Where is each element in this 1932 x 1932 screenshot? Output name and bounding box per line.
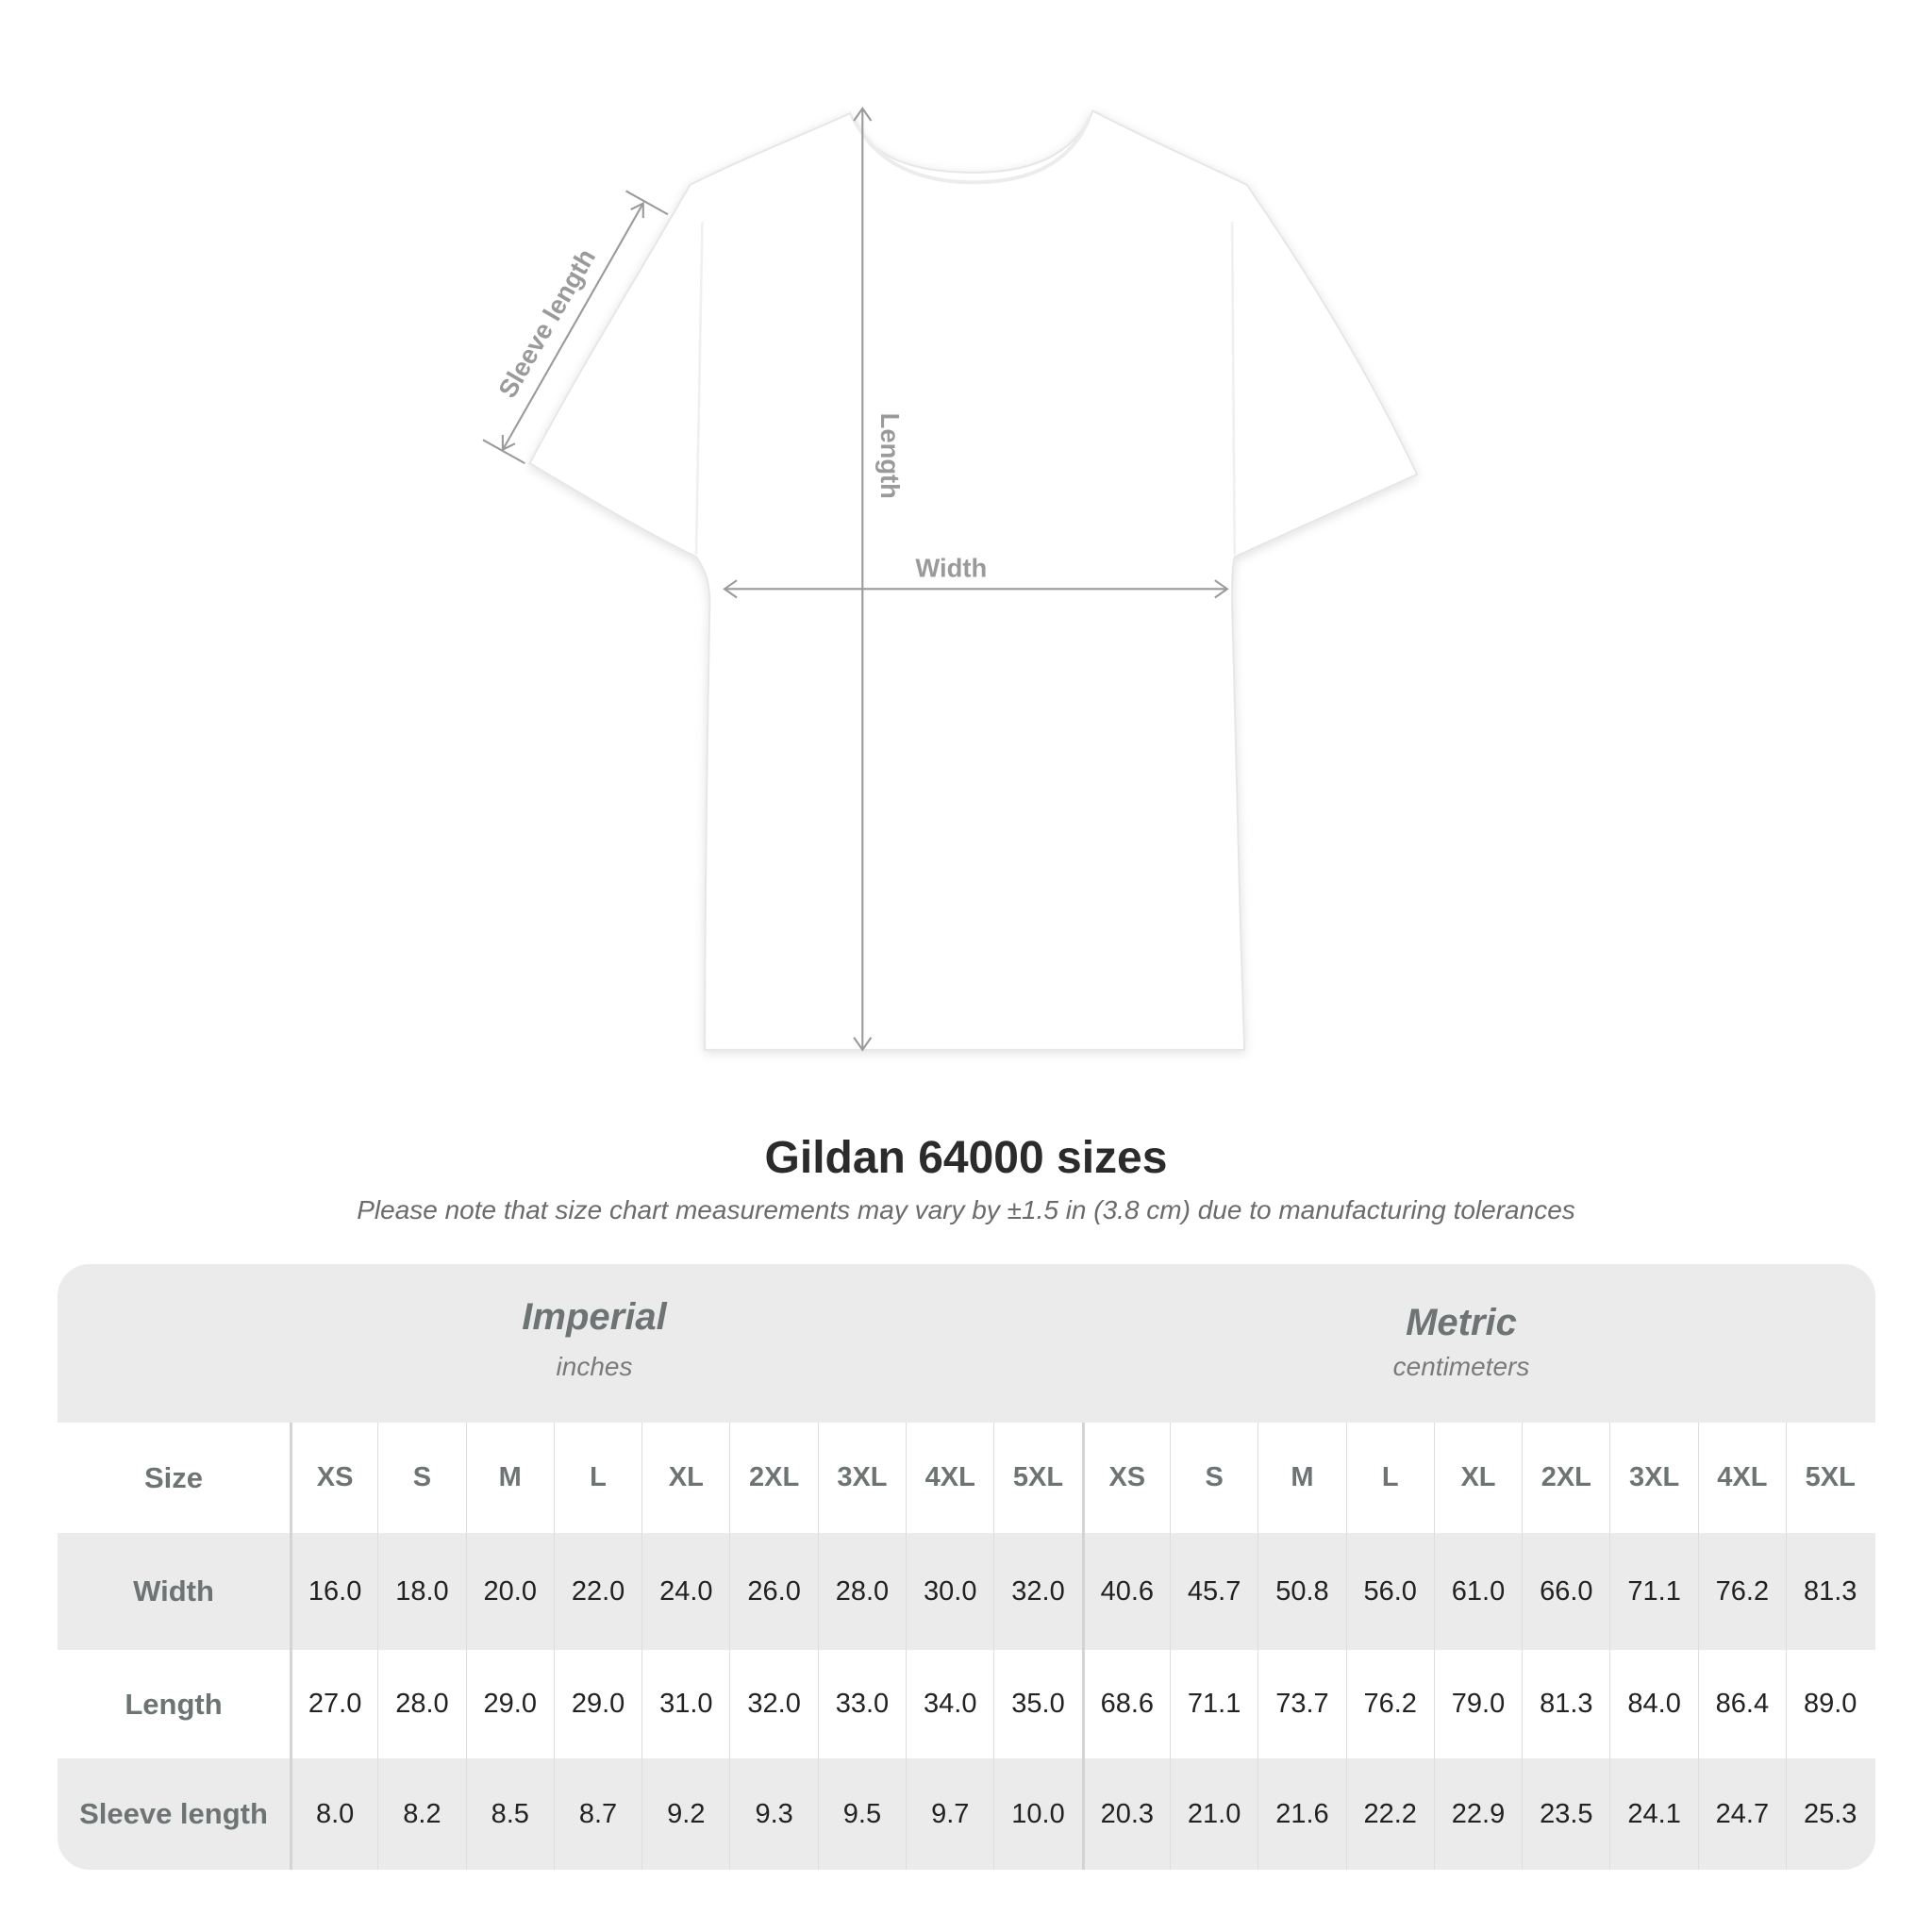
table-cell: 16.0 xyxy=(290,1533,377,1650)
size-header-cell: 5XL xyxy=(1786,1423,1874,1533)
table-cell: 66.0 xyxy=(1522,1533,1609,1650)
size-header-cell: 3XL xyxy=(1609,1423,1697,1533)
table-cell: 21.0 xyxy=(1169,1758,1257,1870)
table-cell: 8.7 xyxy=(553,1758,641,1870)
tshirt-image xyxy=(528,109,1419,1051)
table-cell: 61.0 xyxy=(1433,1533,1522,1650)
metric-unit: centimeters xyxy=(1392,1352,1530,1381)
table-row: Width 16.0 18.0 20.0 22.0 24.0 26.0 28.0 30.0 32.… xyxy=(58,1533,1875,1650)
size-header-cell: 4XL xyxy=(906,1423,993,1533)
table-cell: 21.6 xyxy=(1257,1758,1345,1870)
table-cell: 89.0 xyxy=(1786,1650,1874,1758)
size-header-cell: XL xyxy=(641,1423,729,1533)
table-cell: 18.0 xyxy=(377,1533,465,1650)
table-row: Sleeve length 8.0 8.2 8.5 8.7 9.2 9.3 9.5 9.7 10.… xyxy=(58,1758,1875,1870)
row-label: Sleeve length xyxy=(79,1797,268,1830)
imperial-header: Imperial inches xyxy=(311,1296,877,1382)
table-cell: 84.0 xyxy=(1609,1650,1697,1758)
table-cell: 20.3 xyxy=(1081,1758,1170,1870)
size-table: Imperial inches Metric centimeters Size X… xyxy=(58,1264,1875,1870)
table-cell: 24.1 xyxy=(1609,1758,1697,1870)
table-cell: 73.7 xyxy=(1257,1650,1345,1758)
table-cell: 8.2 xyxy=(377,1758,465,1870)
row-label: Size xyxy=(143,1460,204,1494)
width-arrow xyxy=(723,579,1229,599)
table-cell: 24.7 xyxy=(1697,1758,1786,1870)
table-cell: 23.5 xyxy=(1522,1758,1609,1870)
table-cell: 81.3 xyxy=(1786,1533,1874,1650)
table-cell: 32.0 xyxy=(729,1650,817,1758)
table-cell: 76.2 xyxy=(1345,1650,1434,1758)
table-cell: 10.0 xyxy=(993,1758,1081,1870)
sleeve-length-arrow xyxy=(482,190,669,465)
imperial-title: Imperial xyxy=(522,1296,667,1338)
table-cell: 9.3 xyxy=(729,1758,817,1870)
table-cell: 26.0 xyxy=(729,1533,817,1650)
table-cell: 32.0 xyxy=(993,1533,1081,1650)
table-cell: 22.0 xyxy=(553,1533,641,1650)
metric-title: Metric xyxy=(1406,1302,1517,1343)
size-header-cell: XL xyxy=(1433,1423,1522,1533)
imperial-unit: inches xyxy=(556,1352,633,1381)
table-cell: 31.0 xyxy=(641,1650,729,1758)
size-header-cell: XS xyxy=(290,1423,377,1533)
table-cell: 40.6 xyxy=(1081,1533,1170,1650)
length-label: Length xyxy=(875,413,905,499)
size-header-cell: M xyxy=(465,1423,554,1533)
table-cell: 86.4 xyxy=(1697,1650,1786,1758)
table-cell: 45.7 xyxy=(1169,1533,1257,1650)
metric-header: Metric centimeters xyxy=(1178,1302,1744,1382)
size-header-cell: S xyxy=(377,1423,465,1533)
table-cell: 9.2 xyxy=(641,1758,729,1870)
size-header-cell: XS xyxy=(1081,1423,1170,1533)
table-cell: 28.0 xyxy=(377,1650,465,1758)
table-cell: 29.0 xyxy=(553,1650,641,1758)
table-cell: 79.0 xyxy=(1433,1650,1522,1758)
table-row: Length 27.0 28.0 29.0 29.0 31.0 32.0 33.0 34.0 35… xyxy=(58,1650,1875,1758)
width-label: Width xyxy=(915,553,987,582)
size-header-cell: S xyxy=(1169,1423,1257,1533)
table-cell: 29.0 xyxy=(465,1650,554,1758)
size-header-cell: 3XL xyxy=(817,1423,906,1533)
size-header-cell: 5XL xyxy=(993,1423,1081,1533)
table-cell: 56.0 xyxy=(1345,1533,1434,1650)
row-label: Width xyxy=(133,1574,214,1607)
page-title: Gildan 64000 sizes xyxy=(764,1133,1168,1183)
table-cell: 9.5 xyxy=(817,1758,906,1870)
page-subtitle: Please note that size chart measurements… xyxy=(357,1195,1575,1224)
table-cell: 22.2 xyxy=(1345,1758,1434,1870)
length-arrow xyxy=(853,107,873,1052)
table-cell: 28.0 xyxy=(817,1533,906,1650)
table-cell: 24.0 xyxy=(641,1533,729,1650)
row-label: Length xyxy=(125,1687,223,1721)
table-cell: 9.7 xyxy=(906,1758,993,1870)
table-cell: 68.6 xyxy=(1081,1650,1170,1758)
size-header-row: Size XS S M L XL 2XL 3XL 4XL 5XL XS S M L XL 2XL 3XL 4XL 5… xyxy=(58,1423,1875,1533)
table-cell: 8.0 xyxy=(290,1758,377,1870)
size-header-cell: L xyxy=(553,1423,641,1533)
table-cell: 27.0 xyxy=(290,1650,377,1758)
table-cell: 71.1 xyxy=(1609,1533,1697,1650)
size-header-cell: 2XL xyxy=(1522,1423,1609,1533)
table-cell: 50.8 xyxy=(1257,1533,1345,1650)
table-cell: 25.3 xyxy=(1786,1758,1874,1870)
table-cell: 20.0 xyxy=(465,1533,554,1650)
table-cell: 35.0 xyxy=(993,1650,1081,1758)
table-cell: 76.2 xyxy=(1697,1533,1786,1650)
table-cell: 8.5 xyxy=(465,1758,554,1870)
size-header-cell: L xyxy=(1345,1423,1434,1533)
table-cell: 34.0 xyxy=(906,1650,993,1758)
table-cell: 81.3 xyxy=(1522,1650,1609,1758)
size-header-cell: 2XL xyxy=(729,1423,817,1533)
table-cell: 71.1 xyxy=(1169,1650,1257,1758)
size-header-cell: M xyxy=(1257,1423,1345,1533)
table-cell: 30.0 xyxy=(906,1533,993,1650)
table-cell: 33.0 xyxy=(817,1650,906,1758)
size-header-cell: 4XL xyxy=(1697,1423,1786,1533)
collar xyxy=(853,117,1091,185)
table-cell: 22.9 xyxy=(1433,1758,1522,1870)
